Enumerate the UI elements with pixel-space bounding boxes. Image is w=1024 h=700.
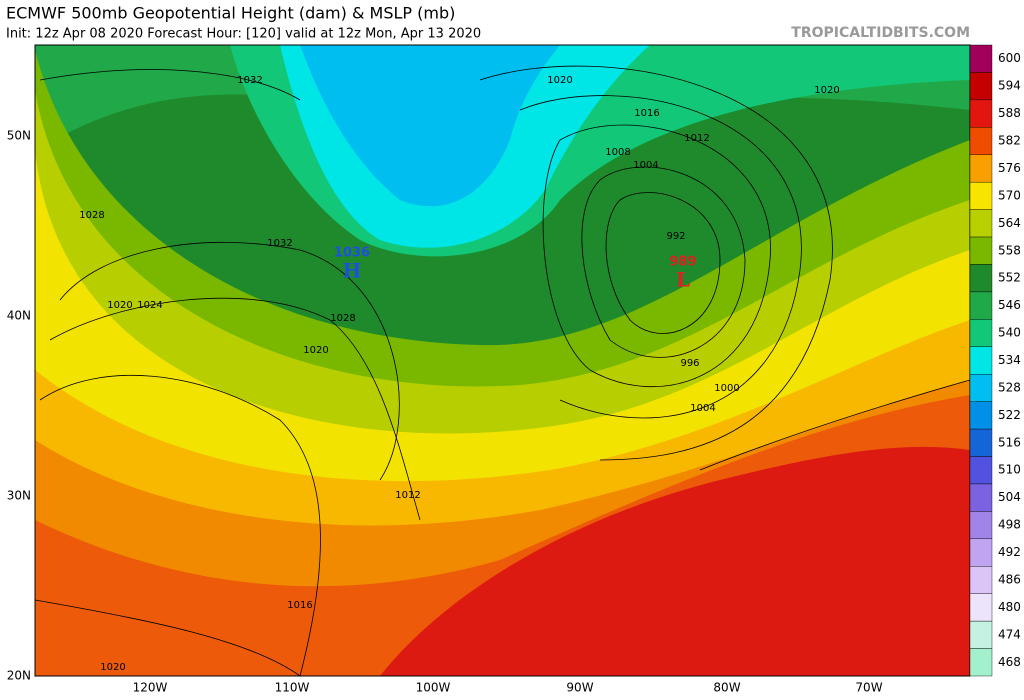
colorbar-swatch — [969, 99, 993, 128]
colorbar-swatch — [969, 181, 993, 210]
colorbar-swatch — [969, 72, 993, 101]
isobar-label: 996 — [680, 358, 699, 369]
colorbar-label: 480 — [998, 600, 1021, 614]
isobar-label: 1020 — [100, 662, 125, 673]
pressure-center-symbol: L — [676, 268, 690, 292]
colorbar-swatch — [969, 44, 993, 73]
colorbar-swatch — [969, 648, 993, 677]
colorbar-label: 522 — [998, 408, 1021, 422]
colorbar-swatch — [969, 511, 993, 540]
site-credit: TROPICALTIDBITS.COM — [791, 25, 970, 41]
longitude-label: 90W — [566, 681, 593, 695]
latitude-label: 40N — [7, 309, 31, 323]
colorbar-swatch — [969, 154, 993, 183]
isobar-label: 1032 — [237, 75, 262, 86]
colorbar-label: 582 — [998, 134, 1021, 148]
colorbar-label: 516 — [998, 435, 1021, 449]
colorbar-swatch — [969, 374, 993, 402]
isobars — [35, 65, 970, 676]
colorbar-swatch — [969, 428, 993, 457]
colorbar-swatch — [969, 264, 993, 293]
colorbar-label: 504 — [998, 490, 1021, 504]
colorbar-label: 588 — [998, 106, 1021, 120]
colorbar-label: 570 — [998, 188, 1021, 202]
isobar-label: 1028 — [330, 313, 355, 324]
isobar-label: 1004 — [690, 403, 715, 414]
colorbar-swatch — [969, 291, 993, 320]
isobar-label: 1016 — [634, 108, 659, 119]
band-594 — [380, 446, 970, 676]
colorbar-label: 486 — [998, 572, 1021, 586]
colorbar-swatch — [969, 209, 993, 238]
isobar-label: 1012 — [395, 490, 420, 501]
isobar-label: 1004 — [633, 160, 658, 171]
colorbar-label: 534 — [998, 353, 1021, 367]
longitude-label: 80W — [713, 681, 740, 695]
colorbar-label: 528 — [998, 380, 1021, 394]
title: ECMWF 500mb Geopotential Height (dam) & … — [6, 4, 455, 23]
colorbar: 600 594 588 582 576 570 564 558 552 546 540 534 528 5… — [969, 44, 1021, 677]
longitude-label: 120W — [133, 681, 168, 695]
map-area — [35, 45, 970, 676]
isobar-label: 1020 — [107, 300, 132, 311]
colorbar-label: 600 — [998, 51, 1021, 65]
isobar-label: 1020 — [303, 345, 328, 356]
longitude-label: 70W — [855, 681, 882, 695]
isobar-label: 1028 — [79, 210, 104, 221]
isobar-label: 1020 — [814, 85, 839, 96]
latitude-label: 30N — [7, 489, 31, 503]
isobar-label: 1024 — [137, 300, 162, 311]
isobar-label: 1000 — [714, 383, 739, 394]
isobar-label: 1020 — [547, 75, 572, 86]
colorbar-label: 510 — [998, 463, 1021, 477]
colorbar-label: 498 — [998, 518, 1021, 532]
colorbar-label: 576 — [998, 161, 1021, 175]
latitude-label: 50N — [7, 129, 31, 143]
pressure-center-value: 1036 — [334, 246, 370, 261]
colorbar-label: 474 — [998, 627, 1021, 641]
colorbar-swatch — [969, 236, 993, 265]
colorbar-label: 546 — [998, 298, 1021, 312]
colorbar-swatch — [969, 346, 993, 375]
longitude-label: 110W — [275, 681, 310, 695]
colorbar-swatch — [969, 566, 993, 594]
longitude-label: 100W — [416, 681, 451, 695]
colorbar-label: 564 — [998, 216, 1021, 230]
colorbar-swatch — [969, 620, 993, 649]
colorbar-swatch — [969, 456, 993, 485]
colorbar-label: 492 — [998, 545, 1021, 559]
colorbar-swatch — [969, 127, 993, 155]
latitude-label: 20N — [7, 669, 31, 683]
pressure-center-value: 989 — [669, 255, 696, 270]
subtitle: Init: 12z Apr 08 2020 Forecast Hour: [12… — [6, 27, 481, 42]
colorbar-label: 558 — [998, 243, 1021, 257]
colorbar-label: 468 — [998, 655, 1021, 669]
colorbar-swatch — [969, 593, 993, 622]
isobar-label: 1008 — [605, 147, 630, 158]
isobar-label: 1012 — [684, 133, 709, 144]
colorbar-swatch — [969, 483, 993, 512]
band-528 — [300, 45, 560, 207]
isobar-label: 992 — [666, 231, 685, 242]
isobar-label: 1032 — [267, 238, 292, 249]
colorbar-label: 594 — [998, 79, 1021, 93]
colorbar-swatch — [969, 319, 993, 347]
isobar-label: 1016 — [287, 600, 312, 611]
colorbar-swatch — [969, 401, 993, 430]
colorbar-swatch — [969, 538, 993, 567]
colorbar-label: 552 — [998, 271, 1021, 285]
map-labels: 50N 40N 30N 20N 120W 110W 100W 90W 80W 70W 1032 102… — [7, 75, 883, 695]
colorbar-label: 540 — [998, 326, 1021, 340]
pressure-center-symbol: H — [343, 259, 362, 283]
